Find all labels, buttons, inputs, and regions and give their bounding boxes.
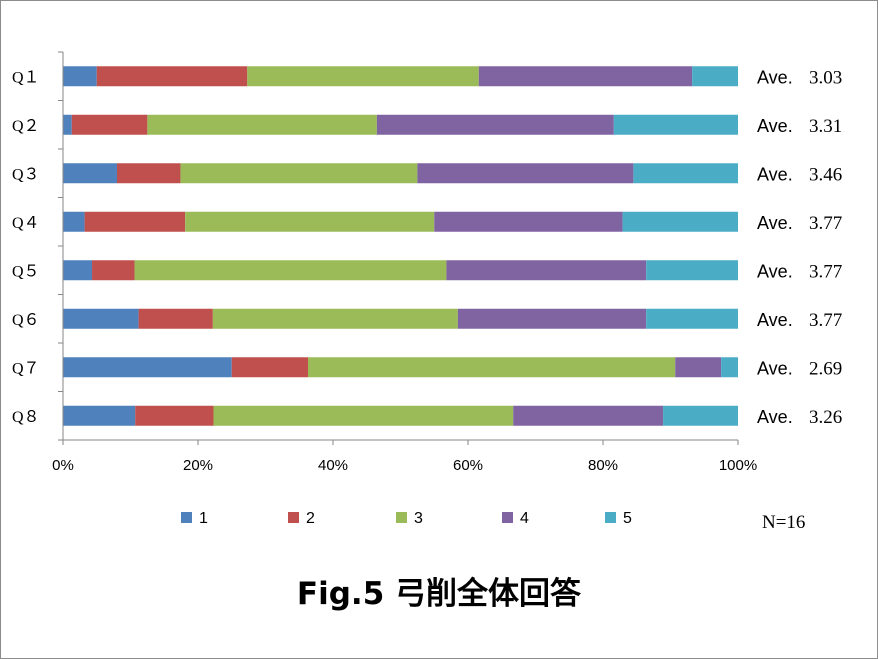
x-tick-label: 100% bbox=[719, 457, 757, 474]
bar-segment bbox=[213, 405, 514, 426]
average-value: 3.31 bbox=[809, 116, 842, 137]
legend-swatch bbox=[502, 512, 513, 523]
figure-caption: Fig.5 弓削全体回答 bbox=[296, 576, 582, 612]
bar-segment bbox=[692, 66, 738, 87]
bar-segment bbox=[63, 211, 85, 232]
bar-segment bbox=[135, 405, 214, 426]
category-label: Q３ bbox=[12, 166, 40, 183]
bar-segment bbox=[63, 260, 93, 281]
bar-segment bbox=[513, 405, 664, 426]
average-value: 3.77 bbox=[809, 213, 842, 234]
bar-segment bbox=[376, 114, 614, 135]
average-label: Ave. bbox=[757, 67, 793, 87]
average-label: Ave. bbox=[757, 261, 793, 281]
bar-segment bbox=[663, 405, 738, 426]
bar-segment bbox=[96, 66, 248, 87]
bar-segment bbox=[478, 66, 693, 87]
bar-segment bbox=[308, 357, 676, 378]
category-label: Q６ bbox=[12, 312, 40, 329]
bar-segment bbox=[63, 357, 232, 378]
bar-segment bbox=[180, 163, 418, 184]
average-value: 3.03 bbox=[809, 67, 842, 88]
average-label: Ave. bbox=[757, 164, 793, 184]
bar-segment bbox=[417, 163, 634, 184]
bar-segment bbox=[92, 260, 135, 281]
bar-segment bbox=[721, 357, 738, 378]
average-label: Ave. bbox=[757, 358, 793, 378]
bar-segment bbox=[185, 211, 435, 232]
bar-segment bbox=[633, 163, 739, 184]
average-value: 3.26 bbox=[809, 407, 842, 428]
legend-swatch bbox=[605, 512, 616, 523]
sample-size-label: N=16 bbox=[762, 512, 805, 533]
category-label: Q４ bbox=[12, 215, 40, 232]
x-tick-label: 40% bbox=[318, 457, 348, 474]
bar-segment bbox=[63, 405, 136, 426]
bar-segment bbox=[84, 211, 186, 232]
legend-label: 4 bbox=[520, 510, 529, 527]
category-label: Q２ bbox=[12, 118, 40, 135]
average-value: 3.46 bbox=[809, 164, 842, 185]
bar-segment bbox=[446, 260, 647, 281]
average-label: Ave. bbox=[757, 213, 793, 233]
legend-swatch bbox=[288, 512, 299, 523]
legend-swatch bbox=[181, 512, 192, 523]
bar-segment bbox=[63, 308, 139, 329]
category-label: Q７ bbox=[12, 360, 40, 377]
legend-label: 3 bbox=[414, 510, 423, 527]
bar-segment bbox=[675, 357, 722, 378]
legend-label: 5 bbox=[623, 510, 632, 527]
x-tick-label: 60% bbox=[453, 457, 483, 474]
average-label: Ave. bbox=[757, 116, 793, 136]
bar-segment bbox=[147, 114, 377, 135]
x-tick-label: 20% bbox=[183, 457, 213, 474]
legend-label: 2 bbox=[306, 510, 315, 527]
bar-segment bbox=[71, 114, 148, 135]
bar-segment bbox=[622, 211, 738, 232]
category-label: Q８ bbox=[12, 409, 40, 426]
average-label: Ave. bbox=[757, 310, 793, 330]
bar-segment bbox=[434, 211, 623, 232]
category-label: Q５ bbox=[12, 263, 40, 280]
legend-label: 1 bbox=[199, 510, 208, 527]
average-label: Ave. bbox=[757, 407, 793, 427]
bar-segment bbox=[138, 308, 213, 329]
bar-segment bbox=[646, 308, 738, 329]
bar-segment bbox=[134, 260, 447, 281]
x-tick-label: 0% bbox=[52, 457, 74, 474]
average-value: 3.77 bbox=[809, 310, 842, 331]
bar-segment bbox=[247, 66, 479, 87]
bar-segment bbox=[63, 114, 72, 135]
bar-segment bbox=[646, 260, 738, 281]
bar-segment bbox=[457, 308, 647, 329]
bar-segment bbox=[212, 308, 458, 329]
category-label: Q１ bbox=[12, 69, 40, 86]
bar-segment bbox=[63, 66, 97, 87]
legend-swatch bbox=[396, 512, 407, 523]
bar-segment bbox=[117, 163, 181, 184]
bar-segment bbox=[231, 357, 309, 378]
bar-segment bbox=[613, 114, 738, 135]
average-value: 2.69 bbox=[809, 358, 842, 379]
average-value: 3.77 bbox=[809, 261, 842, 282]
bar-segment bbox=[63, 163, 117, 184]
x-tick-label: 80% bbox=[588, 457, 618, 474]
